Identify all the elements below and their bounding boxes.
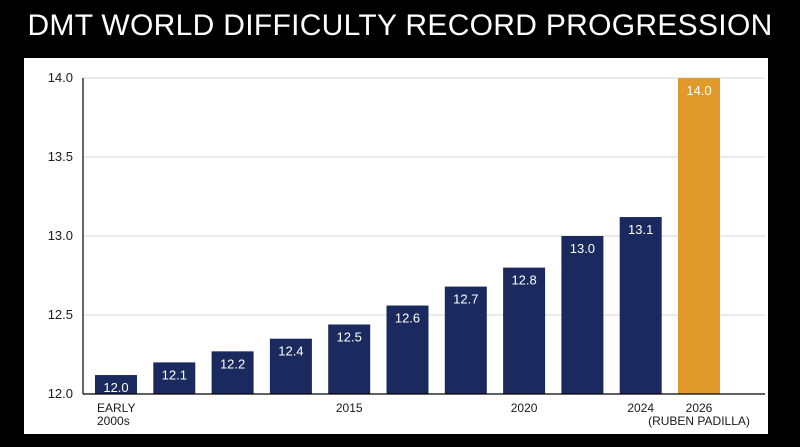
y-tick-label: 14.0 [48,70,73,85]
bar-value-label: 12.0 [103,380,128,395]
bar [503,267,546,394]
bar-value-label: 12.1 [162,367,187,382]
y-tick-label: 12.5 [48,307,73,322]
bar [678,78,720,394]
x-tick-label: 2026 [686,401,713,415]
bar-value-label: 12.8 [511,273,536,288]
y-axis: 12.0 12.5 13.0 13.5 14.0 [48,70,84,401]
bar-value-label: 12.6 [395,311,420,326]
x-tick-label: (RUBEN PADILLA) [648,414,750,428]
bars [95,78,720,394]
x-tick-label: EARLY [97,401,135,415]
bar-value-labels: 12.0 12.1 12.2 12.4 12.5 12.6 12.7 12.8 13.0 13.1… [103,83,711,395]
x-tick-label: 2020 [511,401,538,415]
bar [619,217,662,394]
y-tick-label: 12.0 [48,386,73,401]
bar [561,236,604,394]
bar-value-label: 13.0 [570,241,595,256]
bar-value-label: 14.0 [686,83,711,98]
y-tick-label: 13.0 [48,228,73,243]
bar [386,305,429,394]
bar-value-label: 13.1 [628,222,653,237]
chart-title: DMT WORLD DIFFICULTY RECORD PROGRESSION [27,9,773,42]
bar [153,362,196,394]
bar-chart: 12.012.513.013.514.0 12.012.112.212.412.… [48,70,765,428]
x-tick-label: 2015 [336,401,363,415]
bar-value-label: 12.2 [220,356,245,371]
x-tick-label: 2000s [97,414,130,428]
bar-value-label: 12.7 [453,292,478,307]
bar [211,351,254,394]
bar-value-label: 12.5 [337,329,362,344]
x-tick-label: 2024 [627,401,654,415]
bar [95,375,137,394]
y-tick-label: 13.5 [48,149,73,164]
bar [444,286,487,394]
bar [328,324,371,394]
bar-value-label: 12.4 [278,344,303,359]
chart-panel: 12.0 12.5 13.0 13.5 14.0 12.0 12.1 12.2 12.4 12.… [24,58,768,434]
bar [269,338,312,394]
